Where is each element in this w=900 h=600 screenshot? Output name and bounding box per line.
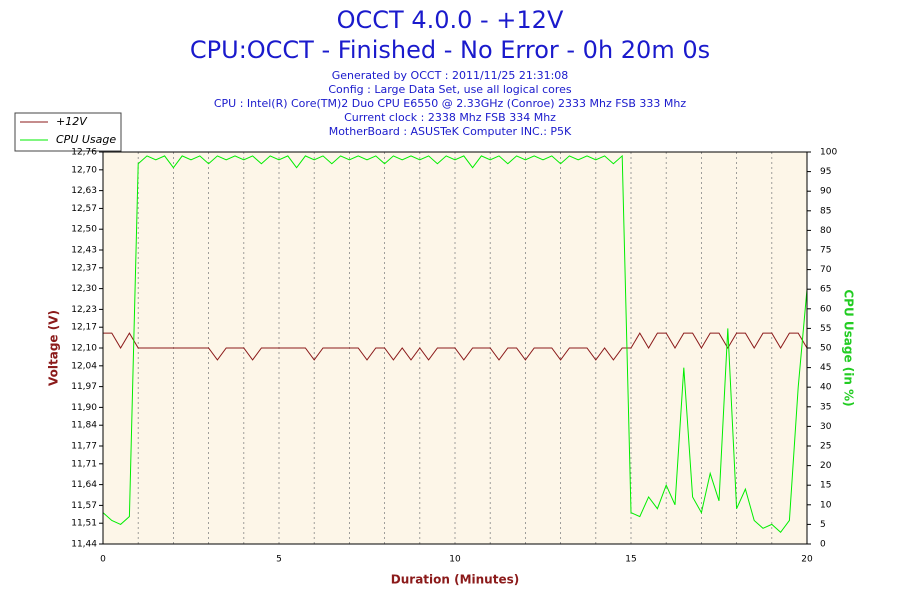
- y2-tick-label: 70: [820, 265, 832, 275]
- y2-tick-label: 5: [820, 520, 826, 530]
- legend-label: CPU Usage: [56, 133, 116, 146]
- x-tick-label: 5: [276, 555, 282, 565]
- y-tick-label: 12,30: [71, 284, 97, 294]
- y-tick-label: 11,57: [71, 501, 97, 511]
- y-tick-label: 11,97: [71, 382, 97, 392]
- info-line: Generated by OCCT : 2011/11/25 21:31:08: [332, 69, 569, 82]
- y2-tick-label: 65: [820, 285, 831, 295]
- y2-tick-label: 15: [820, 481, 831, 491]
- y2-tick-label: 60: [820, 304, 832, 314]
- y-tick-label: 12,63: [71, 186, 97, 196]
- plot-border: [102, 151, 808, 545]
- y-tick-label: 12,17: [71, 323, 97, 333]
- y-tick-label: 12,70: [71, 165, 97, 175]
- y-tick-label: 12,23: [71, 305, 97, 315]
- x-tick-label: 10: [449, 555, 461, 565]
- y2-tick-label: 40: [820, 383, 832, 393]
- y2-tick-label: 90: [820, 187, 832, 197]
- legend: [14, 112, 122, 152]
- info-line: Config : Large Data Set, use all logical…: [328, 83, 572, 96]
- y-tick-label: 11,90: [71, 403, 97, 413]
- legend-label: +12V: [56, 115, 88, 128]
- y-axis-label: Voltage (V): [47, 310, 61, 386]
- y2-tick-label: 25: [820, 442, 831, 452]
- y-tick-label: 12,50: [71, 225, 97, 235]
- y-tick-label: 12,37: [71, 263, 97, 273]
- info-line: MotherBoard : ASUSTeK Computer INC.: P5K: [329, 125, 572, 138]
- data-line: [102, 154, 808, 533]
- y-tick-label: 12,76: [71, 148, 97, 158]
- y2-tick-label: 0: [820, 540, 826, 550]
- info-line: Current clock : 2338 Mhz FSB 334 Mhz: [344, 111, 556, 124]
- y2-tick-label: 80: [820, 226, 832, 236]
- y2-tick-label: 55: [820, 324, 831, 334]
- info-line: CPU : Intel(R) Core(TM)2 Duo CPU E6550 @…: [214, 97, 686, 110]
- x-axis-label: Duration (Minutes): [391, 573, 519, 587]
- y2-tick-label: 95: [820, 167, 831, 177]
- y-tick-label: 11,44: [71, 540, 97, 550]
- y-tick-label: 12,04: [71, 361, 97, 371]
- chart-subtitle: CPU:OCCT - Finished - No Error - 0h 20m …: [190, 36, 710, 64]
- y-tick-label: 12,57: [71, 204, 97, 214]
- y2-tick-label: 20: [820, 461, 832, 471]
- y-tick-label: 11,64: [71, 480, 97, 490]
- y2-tick-label: 35: [820, 402, 831, 412]
- y-tick-label: 12,10: [71, 344, 97, 354]
- x-tick-label: 0: [100, 555, 106, 565]
- y2-tick-label: 30: [820, 422, 832, 432]
- y2-tick-label: 100: [820, 148, 837, 158]
- y2-tick-label: 50: [820, 344, 832, 354]
- chart-title: OCCT 4.0.0 - +12V: [337, 6, 564, 34]
- y-tick-label: 12,43: [71, 246, 97, 256]
- y-tick-label: 11,71: [71, 459, 97, 469]
- y-tick-label: 11,51: [71, 519, 97, 529]
- y2-tick-label: 45: [820, 363, 831, 373]
- y2-tick-label: 85: [820, 206, 831, 216]
- data-line: [103, 332, 808, 361]
- y-tick-label: 11,77: [71, 442, 97, 452]
- y2-tick-label: 10: [820, 500, 832, 510]
- x-tick-label: 20: [801, 555, 813, 565]
- y2-axis-label: CPU Usage (in %): [842, 289, 856, 406]
- x-tick-label: 15: [625, 555, 636, 565]
- y-tick-label: 11,84: [71, 421, 97, 431]
- y2-tick-label: 75: [820, 246, 831, 256]
